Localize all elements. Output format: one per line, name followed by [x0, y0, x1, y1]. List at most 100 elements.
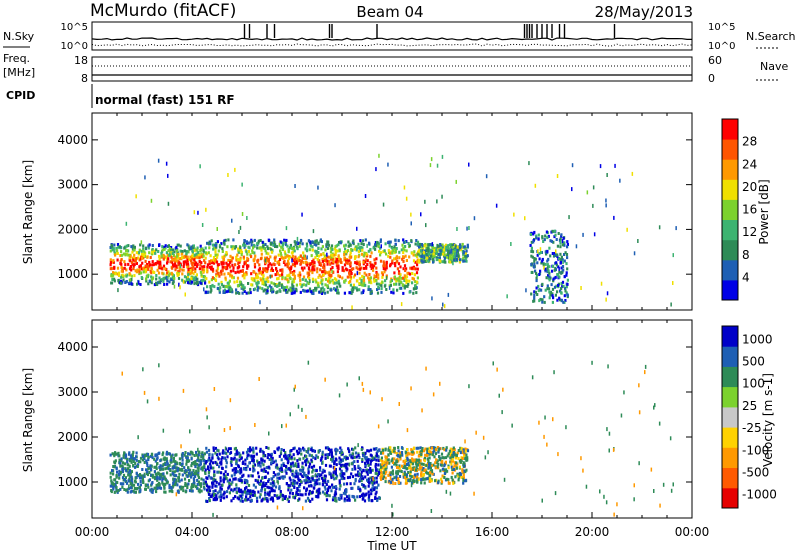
heatmap-cell	[125, 221, 128, 226]
heatmap-cell	[190, 280, 194, 284]
heatmap-cell	[189, 247, 193, 251]
heatmap-cell	[232, 269, 235, 273]
heatmap-cell	[568, 215, 570, 220]
heatmap-cell	[337, 243, 340, 247]
heatmap-cell	[536, 261, 539, 265]
heatmap-cell	[194, 256, 197, 260]
heatmap-cell	[418, 251, 421, 255]
heatmap-cell	[187, 277, 190, 281]
heatmap-cell	[346, 249, 350, 253]
heatmap-cell	[201, 223, 204, 227]
heatmap-cell	[405, 259, 408, 262]
heatmap-cell	[223, 491, 226, 495]
heatmap-cell	[129, 280, 132, 284]
heatmap-cell	[234, 468, 237, 472]
heatmap-cell	[357, 262, 360, 265]
heatmap-cell	[406, 448, 409, 451]
heatmap-cell	[285, 482, 288, 485]
heatmap-cell	[226, 245, 229, 249]
heatmap-cell	[448, 449, 451, 453]
heatmap-cell	[151, 250, 154, 254]
heatmap-cell	[182, 485, 185, 489]
heatmap-cell	[326, 456, 329, 459]
heatmap-cell	[123, 462, 127, 466]
heatmap-cell	[420, 470, 423, 474]
heatmap-cell	[312, 289, 315, 292]
heatmap-cell	[367, 288, 370, 291]
heatmap-cell	[247, 448, 250, 452]
heatmap-cell	[559, 261, 562, 265]
heatmap-cell	[299, 241, 302, 245]
heatmap-cell	[390, 471, 393, 475]
heatmap-cell	[241, 182, 243, 187]
heatmap-cell	[163, 245, 166, 249]
heatmap-cell	[212, 247, 215, 251]
heatmap-cell	[324, 248, 327, 252]
heatmap-cell	[368, 458, 371, 462]
heatmap-cell	[171, 266, 174, 270]
heatmap-cell	[160, 266, 163, 270]
heatmap-cell	[247, 474, 250, 478]
heatmap-cell	[182, 265, 185, 268]
heatmap-cell	[353, 460, 356, 464]
heatmap-cell	[226, 455, 229, 459]
heatmap-cell	[161, 250, 164, 254]
heatmap-cell	[265, 446, 268, 449]
heatmap-cell	[207, 471, 210, 474]
heatmap-cell	[417, 242, 420, 246]
heatmap-cell	[311, 497, 314, 501]
heatmap-cell	[443, 472, 446, 475]
heatmap-cell	[458, 260, 461, 264]
heatmap-cell	[546, 249, 549, 253]
heatmap-cell	[349, 283, 352, 287]
heatmap-cell	[400, 470, 403, 473]
heatmap-cell	[361, 483, 364, 486]
heatmap-cell	[158, 266, 161, 270]
heatmap-cell	[309, 263, 312, 267]
heatmap-cell	[203, 487, 206, 491]
heatmap-cell	[235, 467, 238, 470]
heatmap-cell	[184, 481, 187, 485]
heatmap-cell	[337, 496, 340, 500]
heatmap-cell	[533, 265, 536, 269]
heatmap-cell	[170, 489, 173, 493]
heatmap-cell	[269, 453, 272, 457]
noise-search-trace	[91, 43, 693, 47]
heatmap-cell	[239, 269, 242, 273]
heatmap-cell	[285, 456, 288, 460]
heatmap-cell	[170, 251, 173, 255]
heatmap-cell	[407, 451, 410, 455]
heatmap-cell	[292, 280, 296, 284]
heatmap-cell	[540, 261, 543, 265]
heatmap-cell	[298, 271, 301, 275]
heatmap-cell	[218, 482, 221, 486]
heatmap-cell	[138, 474, 141, 478]
heatmap-cell	[283, 238, 286, 242]
heatmap-cell	[427, 252, 431, 256]
heatmap-cell	[265, 251, 268, 255]
cpid-mode: normal (fast) 151 RF	[95, 93, 235, 107]
heatmap-cell	[304, 257, 308, 261]
heatmap-cell	[281, 493, 284, 497]
heatmap-cell	[433, 254, 436, 258]
heatmap-cell	[130, 268, 133, 272]
heatmap-cell	[232, 245, 235, 249]
heatmap-cell	[243, 245, 246, 249]
heatmap-cell	[337, 264, 340, 268]
heatmap-cell	[232, 266, 235, 270]
heatmap-cell	[186, 456, 189, 460]
heatmap-cell	[154, 453, 157, 457]
heatmap-cell	[344, 250, 347, 254]
heatmap-cell	[186, 455, 189, 459]
heatmap-cell	[301, 493, 304, 497]
heatmap-cell	[299, 278, 302, 282]
heatmap-cell	[159, 459, 162, 463]
heatmap-cell	[563, 253, 566, 256]
heatmap-cell	[225, 495, 228, 499]
heatmap-cell	[296, 247, 299, 251]
heatmap-cell	[275, 283, 278, 286]
heatmap-cell	[454, 244, 457, 248]
heatmap-cell	[204, 290, 207, 294]
heatmap-cell	[411, 266, 414, 270]
heatmap-cell	[605, 203, 607, 208]
